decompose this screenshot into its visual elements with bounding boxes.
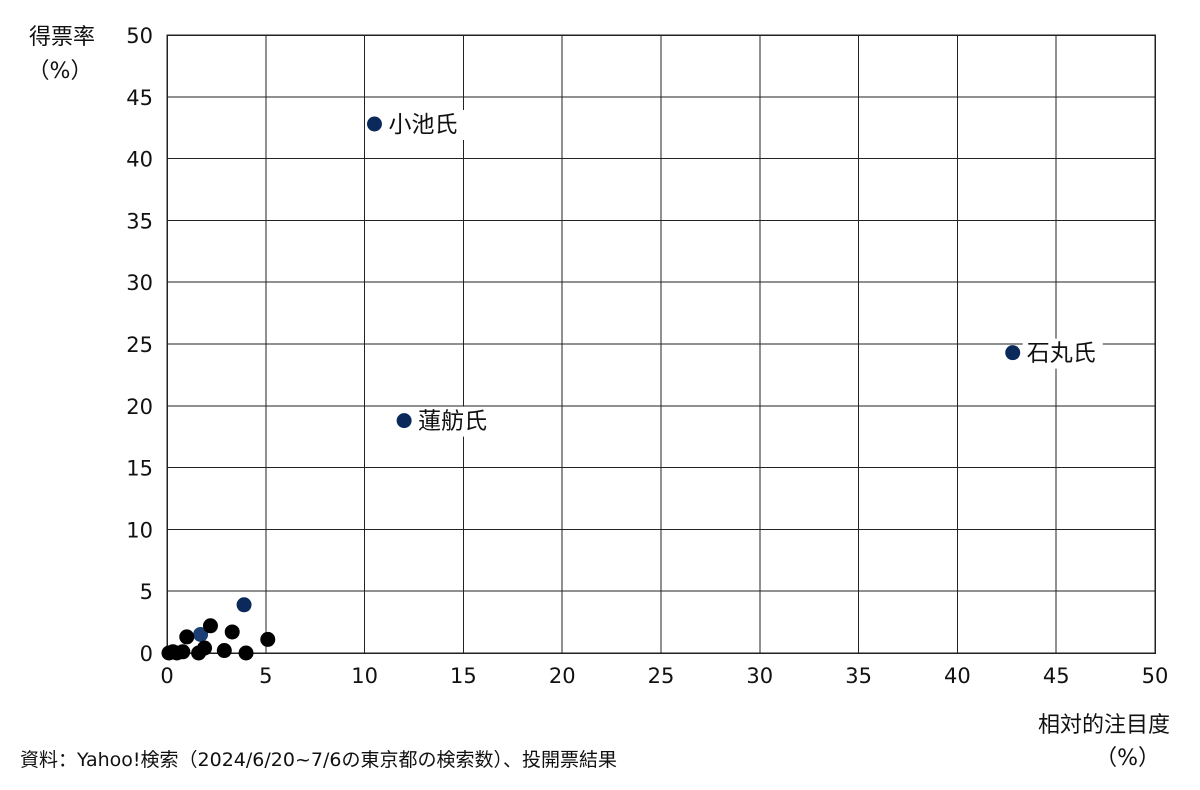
y-tick-label: 50 (126, 24, 153, 48)
x-axis-unit: （%） (1095, 746, 1160, 771)
x-tick-label: 40 (944, 664, 971, 688)
data-label-background (384, 109, 465, 140)
data-point (216, 643, 232, 659)
x-tick-label: 25 (648, 664, 675, 688)
data-point (202, 618, 218, 634)
x-axis-label: 相対的注目度 (1038, 713, 1170, 738)
data-point (193, 626, 209, 642)
x-tick-label: 5 (259, 664, 272, 688)
data-point (260, 631, 276, 647)
data-point (366, 116, 382, 132)
y-tick-label: 45 (126, 86, 153, 110)
y-tick-label: 30 (126, 271, 153, 295)
data-points (161, 116, 1021, 661)
y-tick-label: 25 (126, 333, 153, 357)
data-label: 石丸氏 (1027, 341, 1096, 367)
x-tick-label: 45 (1043, 664, 1070, 688)
data-point (1005, 345, 1021, 361)
x-tick-label: 20 (549, 664, 576, 688)
data-point (179, 629, 195, 645)
y-tick-label: 35 (126, 209, 153, 233)
x-tick-label: 30 (746, 664, 773, 688)
y-axis-label: 得票率 (29, 25, 95, 50)
data-label: 蓮舫氏 (418, 409, 487, 435)
plot-frame (166, 34, 1156, 654)
source-note: 資料：Yahoo!検索（2024/6/20~7/6の東京都の検索数）、投開票結果 (20, 749, 617, 771)
data-point (224, 624, 240, 640)
x-tick-label: 35 (845, 664, 872, 688)
x-tick-label: 15 (450, 664, 477, 688)
data-label-background (414, 406, 495, 437)
data-label: 小池氏 (388, 112, 457, 138)
tick-labels: 0 5 10 15 20 25 30 35 40 45 50 0 5 10 15 20 25 30 35 40 45 50 (126, 24, 1168, 688)
x-tick-label: 50 (1142, 664, 1169, 688)
data-point (236, 597, 252, 613)
data-point (175, 644, 191, 660)
y-tick-label: 15 (126, 457, 153, 481)
data-point (238, 645, 254, 661)
y-tick-label: 10 (126, 518, 153, 542)
y-axis-unit: （%） (28, 59, 93, 84)
y-tick-label: 40 (126, 148, 153, 172)
data-point (197, 640, 213, 656)
x-tick-label: 0 (160, 664, 173, 688)
y-tick-label: 20 (126, 395, 153, 419)
y-tick-label: 0 (140, 642, 153, 666)
data-point (396, 413, 412, 429)
x-tick-label: 10 (351, 664, 378, 688)
data-label-background (1022, 338, 1103, 369)
grid (166, 34, 1156, 654)
y-tick-label: 5 (140, 580, 153, 604)
